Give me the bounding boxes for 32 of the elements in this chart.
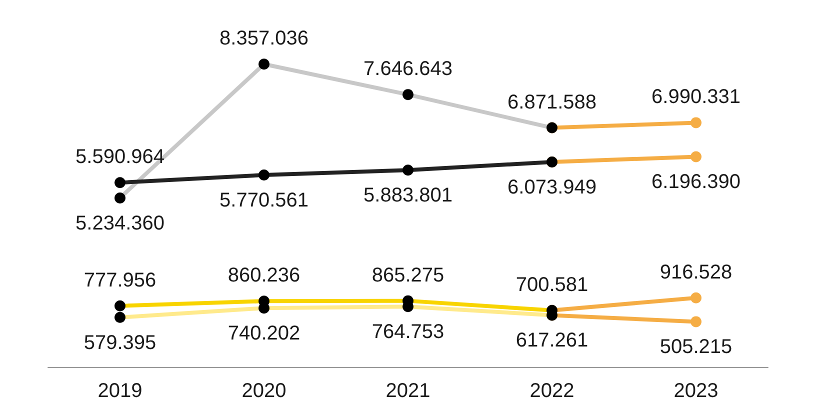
data-label: 579.395 [84,332,156,354]
point [114,177,126,188]
x-tick-label: 2023 [674,380,718,402]
point [258,169,270,180]
x-tick-label: 2021 [386,380,430,402]
data-label: 7.646.643 [364,58,452,80]
point [690,316,702,328]
data-label: 8.357.036 [220,28,308,50]
data-label: 740.202 [228,322,300,345]
data-label: 6.196.390 [652,171,740,194]
data-label: 6.871.588 [508,91,596,114]
data-label: 5.234.360 [76,212,164,234]
x-tick-label: 2020 [242,380,286,402]
data-label: 764.753 [372,321,444,344]
point [402,164,414,176]
data-label: 777.956 [84,269,156,292]
point [690,117,702,128]
data-label: 860.236 [228,264,300,287]
data-label: 6.990.331 [652,86,740,108]
data-label: 505.215 [660,336,732,358]
data-label: 5.770.561 [220,189,308,212]
x-tick-label: 2022 [530,380,574,402]
data-label: 865.275 [372,264,444,286]
data-label: 916.528 [660,261,732,284]
data-label: 5.883.801 [364,184,452,207]
data-label: 5.590.964 [76,146,164,168]
data-label: 617.261 [516,330,588,352]
point [690,292,702,304]
data-label: 700.581 [516,274,588,296]
point [690,151,702,162]
x-tick-label: 2019 [98,380,142,402]
data-label: 6.073.949 [508,176,596,198]
